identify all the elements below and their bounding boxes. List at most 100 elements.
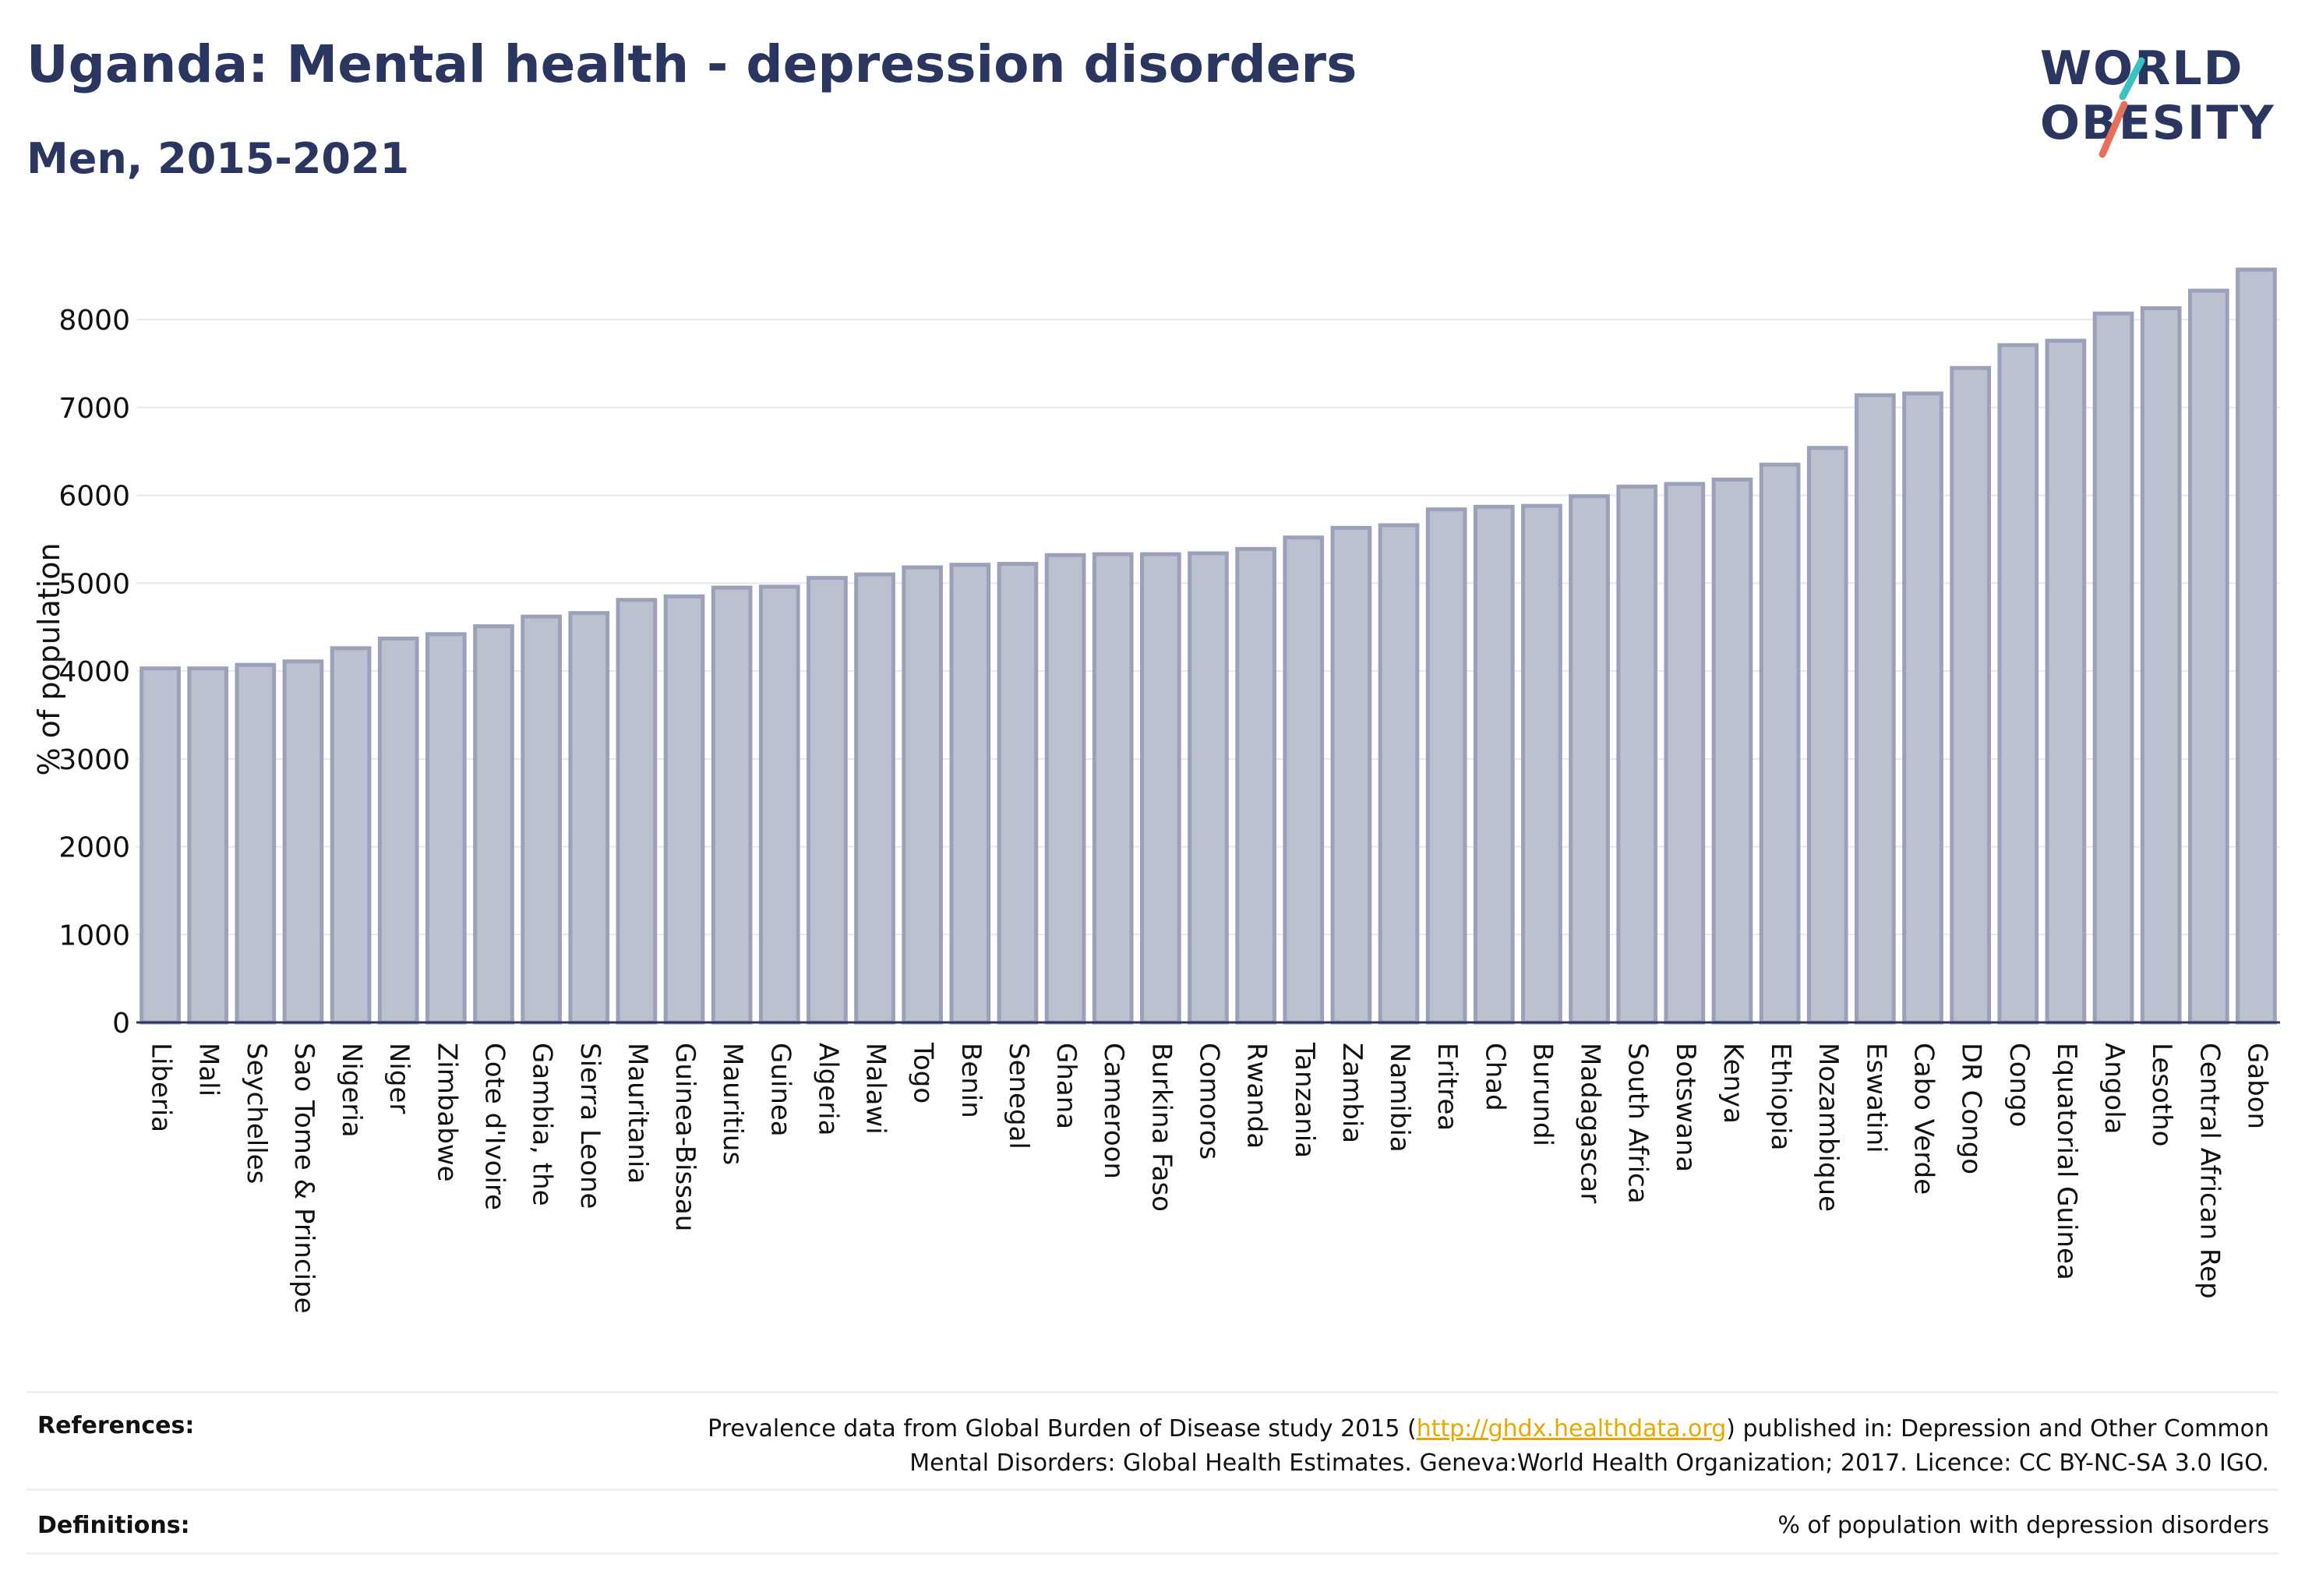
x-tick-label: Burundi [1527,1043,1558,1146]
bar [1521,503,1562,1025]
x-tick-label: Algeria [812,1043,843,1135]
x-tick-label: Guinea [764,1043,796,1137]
x-tick-label: Zimbabwe [431,1043,462,1182]
bar [2092,311,2134,1025]
bar [473,624,514,1025]
references-label: References: [37,1412,195,1439]
bar [568,611,610,1025]
x-tick-label: Ethiopia [1765,1043,1796,1150]
x-tick-label: Liberia [146,1043,177,1132]
x-tick-label: Benin [955,1043,987,1118]
y-tick-label: 6000 [58,481,130,513]
bar [377,636,419,1025]
bar [997,562,1039,1025]
definitions-label: Definitions: [37,1512,190,1539]
y-tick-label: 8000 [58,305,130,337]
x-tick-label: Sao Tome & Principe [288,1043,319,1314]
bar [2045,338,2087,1025]
x-tick-label: Malawi [860,1043,891,1135]
y-tick-label: 3000 [58,744,130,776]
bar [854,572,895,1025]
x-tick-label: Nigeria [336,1043,367,1138]
x-tick-label: Angola [2099,1043,2130,1134]
bar [1140,552,1181,1025]
definitions-text: % of population with depression disorder… [1777,1512,2269,1539]
bar [711,585,753,1025]
x-tick-label: Kenya [1717,1043,1749,1124]
x-tick-label: Ghana [1050,1043,1082,1129]
x-tick-label: Gambia, the [527,1043,558,1206]
x-tick-labels: Liberia Mali Seychelles Sao Tome & Principe… [146,1042,2273,1314]
x-tick-label: Equatorial Guinea [2051,1043,2082,1280]
logo-line2: OBESITY [2040,96,2275,150]
bar [1997,343,2039,1025]
bar [282,659,324,1025]
bar [663,594,705,1025]
bar [1235,546,1276,1025]
references-link[interactable]: http://ghdx.healthdata.org [1416,1415,1727,1442]
x-tick-label: Sierra Leone [574,1043,605,1209]
x-tick-label: Niger [383,1043,415,1114]
bar [1616,484,1658,1025]
bar [1378,523,1420,1025]
x-tick-label: Cabo Verde [1908,1043,1940,1195]
bar [1330,525,1372,1025]
x-tick-label: Tanzania [1289,1042,1320,1158]
x-tick-label: Madagascar [1575,1043,1606,1203]
bar [1425,507,1467,1025]
world-obesity-logo: WORLD OBESITY [2040,41,2275,158]
x-tick-label: Namibia [1384,1043,1415,1153]
x-tick-label: Zambia [1336,1043,1368,1143]
bar [2140,306,2182,1025]
x-tick-label: Guinea-Bissau [669,1043,701,1231]
bar [902,565,944,1025]
x-tick-label: Chad [1479,1043,1510,1111]
bar [235,662,277,1025]
y-axis-label: % of population [32,542,66,775]
footer-divider [26,1552,2279,1555]
x-tick-label: Togo [908,1042,939,1103]
y-tick-label: 0 [112,1008,130,1040]
bar [758,584,800,1025]
x-tick-label: Senegal [1003,1043,1034,1149]
page-title: Uganda: Mental health - depression disor… [26,34,1357,94]
bar [425,632,467,1025]
y-tick-label: 1000 [58,920,130,952]
y-tick-label: 2000 [58,832,130,864]
bar [1283,535,1325,1025]
x-tick-label: South Africa [1622,1043,1654,1204]
x-tick-label: Gabon [2241,1043,2272,1129]
x-tick-label: Mauritius [717,1043,748,1165]
x-tick-label: Lesotho [2146,1043,2177,1146]
x-tick-label: Eritrea [1431,1043,1463,1131]
bar [1711,477,1753,1025]
x-tick-label: DR Congo [1956,1043,1987,1174]
bar [616,598,658,1025]
bar [1092,552,1134,1025]
bar [1188,551,1229,1025]
x-tick-label: Burkina Faso [1145,1043,1177,1212]
y-tick-labels: 0 1000 2000 3000 4000 5000 6000 7000 8000 [58,305,130,1040]
x-tick-label: Eswatini [1860,1043,1891,1153]
x-tick-label: Cameroon [1098,1043,1129,1179]
bar [807,576,848,1025]
x-tick-label: Mozambique [1813,1043,1844,1212]
y-tick-label: 5000 [58,568,130,600]
bar [139,666,181,1025]
bar [1569,494,1610,1025]
bar [1759,462,1801,1025]
x-tick-label: Mali [193,1043,224,1096]
x-tick-label: Cote d'Ivoire [479,1043,510,1210]
references-text: Prevalence data from Global Burden of Di… [708,1415,2269,1477]
bar [1806,446,1848,1025]
bar [1855,393,1896,1025]
footer-divider [26,1488,2279,1491]
bar [1044,553,1086,1025]
bars [139,267,2277,1025]
bar [2236,267,2277,1025]
bar-chart: 0 1000 2000 3000 4000 5000 6000 7000 8000 Liberi… [32,267,2280,1314]
footer-divider [26,1391,2279,1393]
page-subtitle: Men, 2015-2021 [26,134,410,183]
x-tick-label: Rwanda [1241,1043,1273,1149]
bar [949,563,991,1025]
